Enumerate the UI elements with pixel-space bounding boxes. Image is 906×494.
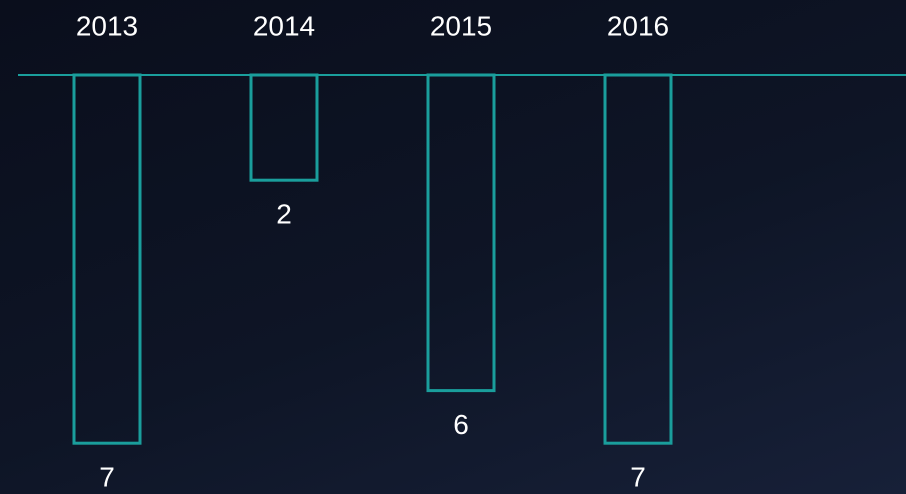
bar [426, 73, 496, 393]
bar [249, 73, 319, 182]
x-tick-label: 2014 [253, 10, 315, 41]
x-tick-label: 2015 [430, 10, 492, 41]
x-tick-label: 2016 [607, 10, 669, 41]
x-tick-label: 2013 [76, 10, 138, 41]
value-label: 6 [453, 409, 469, 440]
bar [72, 73, 142, 445]
value-label: 7 [99, 462, 115, 493]
bar [603, 73, 673, 445]
value-label: 7 [630, 462, 646, 493]
value-label: 2 [276, 199, 292, 230]
